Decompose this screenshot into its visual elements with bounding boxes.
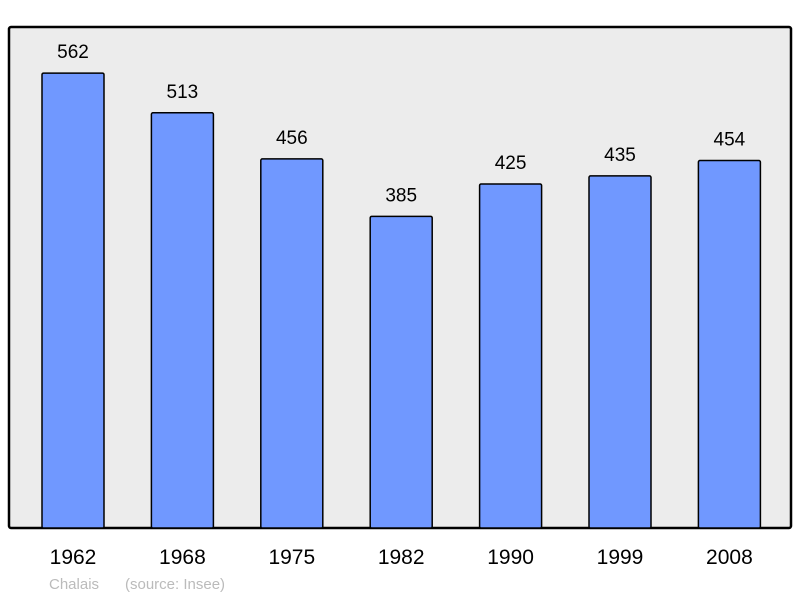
data-label-1975: 456 [276, 128, 308, 149]
x-tick-1999: 1999 [597, 546, 644, 569]
data-label-1982: 385 [385, 185, 417, 206]
caption-source: (source: Insee) [125, 576, 225, 593]
bar-2008 [697, 159, 762, 529]
bar-1999 [588, 175, 652, 529]
x-tick-1962: 1962 [50, 546, 97, 569]
x-tick-1975: 1975 [268, 546, 315, 569]
bar-1975 [260, 158, 324, 529]
x-tick-1968: 1968 [159, 546, 206, 569]
x-tick-2008: 2008 [706, 546, 753, 569]
x-tick-1982: 1982 [378, 546, 425, 569]
x-tick-1990: 1990 [487, 546, 534, 569]
bar-1968 [150, 112, 215, 529]
bar-1990 [478, 183, 543, 529]
data-label-1990: 425 [495, 153, 527, 174]
caption-place: Chalais [49, 576, 99, 593]
bar-1982 [369, 215, 433, 529]
bar-1962 [41, 72, 105, 529]
data-label-1999: 435 [604, 145, 636, 166]
data-label-2008: 454 [714, 130, 746, 151]
data-label-1962: 562 [57, 42, 89, 63]
data-label-1968: 513 [167, 82, 199, 103]
